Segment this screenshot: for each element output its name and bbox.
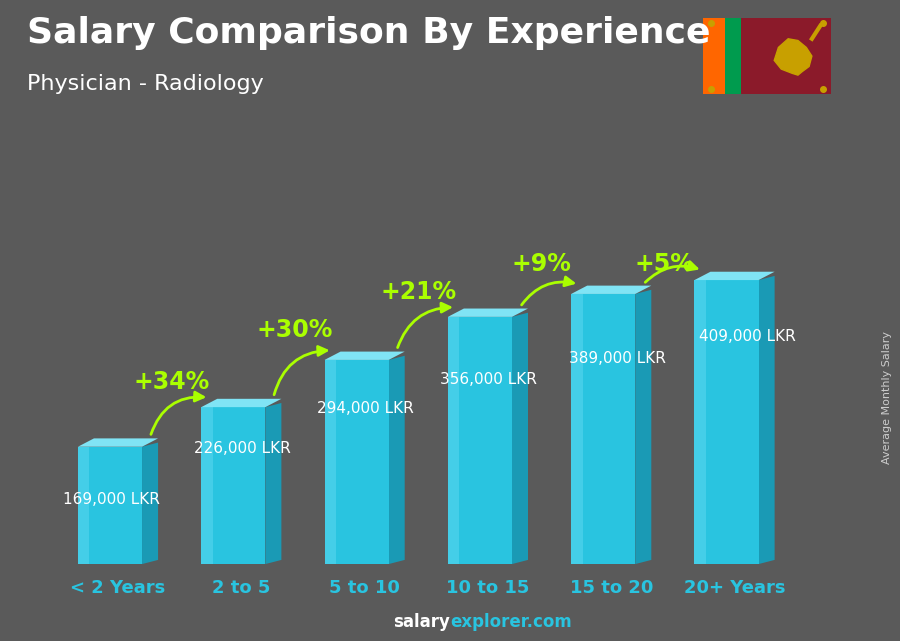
- FancyBboxPatch shape: [78, 447, 89, 564]
- Text: 10 to 15: 10 to 15: [446, 579, 529, 597]
- Text: 169,000 LKR: 169,000 LKR: [63, 492, 160, 507]
- FancyBboxPatch shape: [78, 447, 142, 564]
- Polygon shape: [695, 272, 775, 280]
- Polygon shape: [448, 308, 528, 317]
- FancyBboxPatch shape: [202, 407, 212, 564]
- Text: explorer.com: explorer.com: [450, 613, 572, 631]
- Text: 389,000 LKR: 389,000 LKR: [569, 351, 666, 366]
- Text: salary: salary: [393, 613, 450, 631]
- Bar: [703, 18, 724, 94]
- Polygon shape: [635, 290, 652, 564]
- Text: Physician - Radiology: Physician - Radiology: [27, 74, 264, 94]
- FancyBboxPatch shape: [695, 280, 706, 564]
- Polygon shape: [759, 276, 775, 564]
- Polygon shape: [572, 286, 652, 294]
- Polygon shape: [78, 438, 158, 447]
- Bar: [703, 18, 832, 94]
- Polygon shape: [142, 442, 158, 564]
- Text: 294,000 LKR: 294,000 LKR: [317, 401, 414, 416]
- Text: Salary Comparison By Experience: Salary Comparison By Experience: [27, 16, 710, 50]
- Polygon shape: [266, 403, 282, 564]
- FancyBboxPatch shape: [695, 280, 759, 564]
- Text: 15 to 20: 15 to 20: [570, 579, 652, 597]
- Text: +9%: +9%: [511, 252, 572, 276]
- Text: +34%: +34%: [133, 370, 210, 394]
- Bar: [724, 18, 741, 94]
- FancyBboxPatch shape: [202, 407, 266, 564]
- Text: 226,000 LKR: 226,000 LKR: [194, 442, 291, 456]
- Polygon shape: [389, 356, 405, 564]
- Text: 356,000 LKR: 356,000 LKR: [440, 372, 537, 387]
- Polygon shape: [325, 351, 405, 360]
- FancyBboxPatch shape: [448, 317, 512, 564]
- Polygon shape: [202, 399, 282, 407]
- Text: Average Monthly Salary: Average Monthly Salary: [881, 331, 892, 464]
- Text: 409,000 LKR: 409,000 LKR: [699, 329, 796, 344]
- FancyBboxPatch shape: [572, 294, 635, 564]
- Text: +30%: +30%: [256, 318, 333, 342]
- FancyBboxPatch shape: [572, 294, 582, 564]
- Text: 2 to 5: 2 to 5: [212, 579, 271, 597]
- FancyBboxPatch shape: [325, 360, 389, 564]
- Text: +21%: +21%: [380, 279, 456, 304]
- Text: 20+ Years: 20+ Years: [684, 579, 786, 597]
- Polygon shape: [512, 313, 528, 564]
- Polygon shape: [774, 39, 812, 75]
- Text: 5 to 10: 5 to 10: [329, 579, 400, 597]
- FancyBboxPatch shape: [325, 360, 336, 564]
- FancyBboxPatch shape: [448, 317, 459, 564]
- Text: +5%: +5%: [634, 252, 695, 276]
- Text: < 2 Years: < 2 Years: [70, 579, 166, 597]
